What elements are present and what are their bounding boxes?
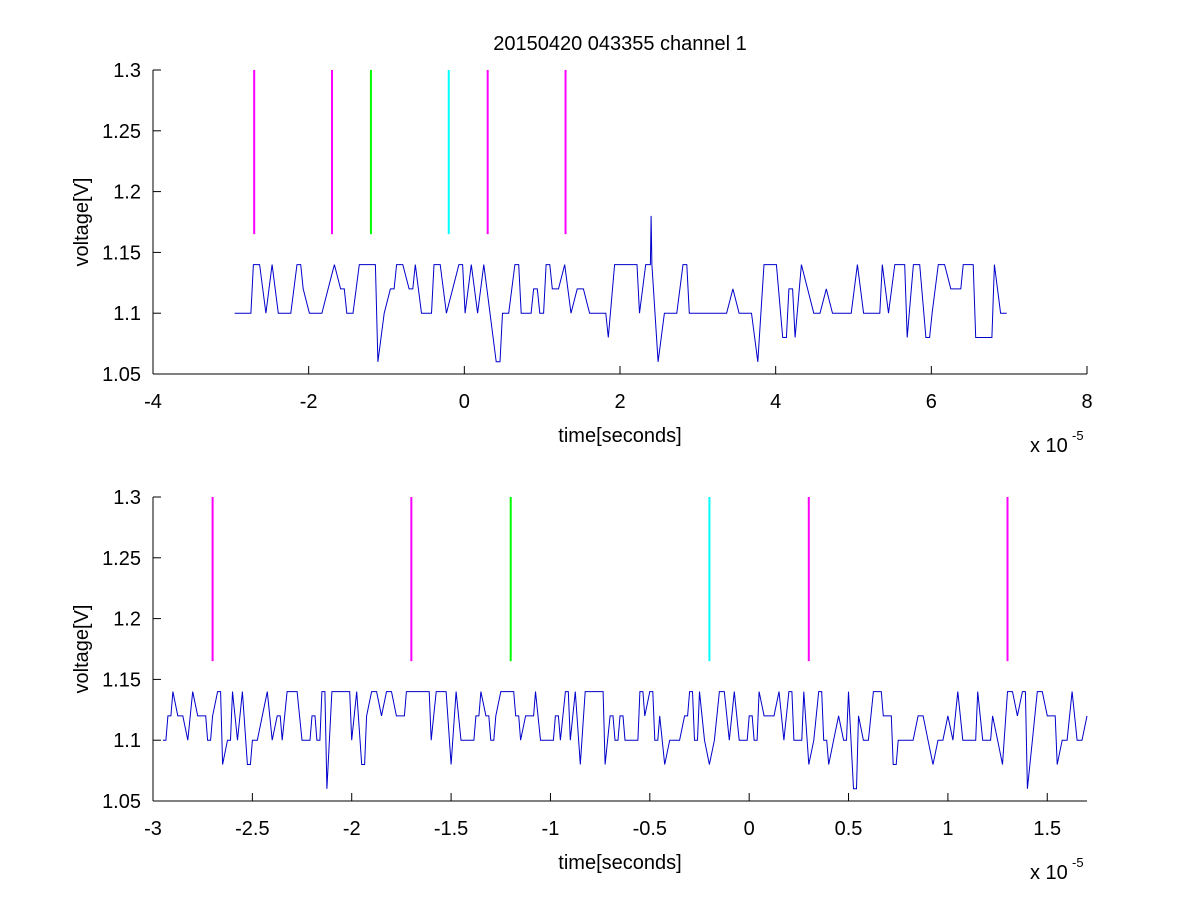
bottom-x-tick-label: -3 xyxy=(144,818,162,840)
bottom-y-tick-label: 1.05 xyxy=(102,791,141,813)
top-y-tick-label: 1.05 xyxy=(102,364,141,386)
bottom-x-exponent-base: x 10 xyxy=(1030,862,1068,884)
top-x-tick-label: 8 xyxy=(1081,391,1092,413)
bottom-x-exponent-power: -5 xyxy=(1072,855,1084,870)
bottom-y-tick-label: 1.3 xyxy=(113,487,141,509)
bottom-x-tick-label: -2 xyxy=(343,818,361,840)
top-x-exponent-base: x 10 xyxy=(1030,435,1068,457)
top-axes: -4 -2 0 2 4 6 8 1.05 1.1 1.15 1.2 1.25 1.3 time[secon… xyxy=(71,60,1093,457)
chart-title: 20150420 043355 channel 1 xyxy=(493,33,747,55)
bottom-x-tick-label: 1 xyxy=(942,818,953,840)
bottom-signal-trace xyxy=(162,691,1088,790)
bottom-x-tick-label: -1 xyxy=(542,818,560,840)
top-y-tick-label: 1.15 xyxy=(102,242,141,264)
top-signal-trace xyxy=(234,215,1007,363)
bottom-y-tick-label: 1.2 xyxy=(113,609,141,631)
top-x-tick-label: 4 xyxy=(770,391,781,413)
bottom-y-tick-label: 1.25 xyxy=(102,548,141,570)
bottom-x-tick-label: 0.5 xyxy=(835,818,863,840)
top-x-tick-label: -2 xyxy=(300,391,318,413)
top-x-axis-label: time[seconds] xyxy=(558,425,681,447)
top-x-tick-label: 2 xyxy=(614,391,625,413)
bottom-y-axis-label: voltage[V] xyxy=(71,605,93,694)
bottom-x-tick-label: -0.5 xyxy=(633,818,667,840)
top-y-tick-label: 1.1 xyxy=(113,303,141,325)
bottom-x-tick-label: 1.5 xyxy=(1033,818,1061,840)
bottom-y-tick-label: 1.15 xyxy=(102,669,141,691)
bottom-x-axis-label: time[seconds] xyxy=(558,852,681,874)
top-x-exponent-power: -5 xyxy=(1072,428,1084,443)
top-y-tick-label: 1.2 xyxy=(113,182,141,204)
top-x-tick-label: 0 xyxy=(459,391,470,413)
bottom-x-tick-label: 0 xyxy=(744,818,755,840)
top-y-tick-label: 1.3 xyxy=(113,60,141,82)
bottom-y-tick-label: 1.1 xyxy=(113,730,141,752)
bottom-x-tick-label: -1.5 xyxy=(434,818,468,840)
bottom-axes: -3 -2.5 -2 -1.5 -1 -0.5 0 0.5 1 1.5 1.05 1.1 1.15 1.2… xyxy=(71,487,1088,884)
top-x-tick-label: 6 xyxy=(926,391,937,413)
bottom-x-tick-label: -2.5 xyxy=(235,818,269,840)
top-y-axis-label: voltage[V] xyxy=(71,178,93,267)
top-x-tick-label: -4 xyxy=(144,391,162,413)
top-y-tick-label: 1.25 xyxy=(102,121,141,143)
